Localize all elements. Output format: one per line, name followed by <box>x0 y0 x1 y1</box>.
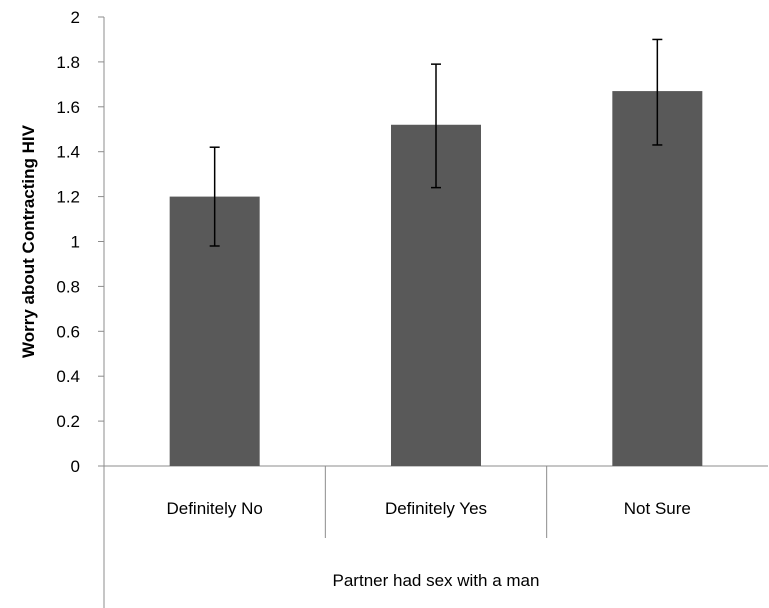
y-tick-label: 1 <box>71 233 80 252</box>
category-label: Not Sure <box>624 499 691 518</box>
error-bar <box>652 38 663 146</box>
error-bar <box>209 146 220 247</box>
error-bar <box>431 63 441 189</box>
category-labels: Definitely No Definitely Yes Not Sure <box>166 499 690 518</box>
y-tick-label: 1.2 <box>56 188 80 207</box>
category-label: Definitely No <box>166 499 262 518</box>
y-tick-labels: 0 0.2 0.4 0.6 0.8 1 1.2 1.4 1.6 1.8 2 <box>56 8 80 476</box>
y-tick-label: 0.4 <box>56 367 80 386</box>
bars <box>169 38 703 467</box>
bar <box>612 91 703 467</box>
y-tick-label: 1.6 <box>56 98 80 117</box>
x-axis-title: Partner had sex with a man <box>333 571 540 590</box>
y-tick-label: 0.2 <box>56 412 80 431</box>
category-label: Definitely Yes <box>385 499 487 518</box>
y-axis-title: Worry about Contracting HIV <box>19 124 38 358</box>
y-tick-label: 0.8 <box>56 277 80 296</box>
y-tick-label: 0 <box>71 457 80 476</box>
y-tick-label: 1.4 <box>56 143 80 162</box>
y-tick-label: 2 <box>71 8 80 27</box>
y-tick-label: 1.8 <box>56 53 80 72</box>
y-tick-label: 0.6 <box>56 322 80 341</box>
